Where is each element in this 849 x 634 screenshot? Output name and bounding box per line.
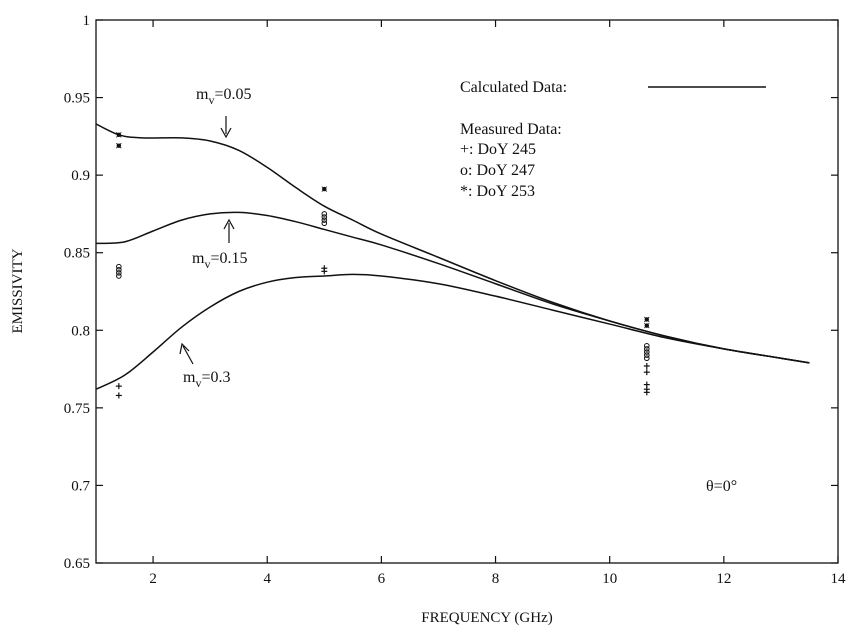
x-tick-label: 14 xyxy=(831,571,847,587)
x-tick-label: 2 xyxy=(149,571,157,587)
legend-measured-title: Measured Data: xyxy=(460,121,562,138)
measured-point-doy247 xyxy=(322,221,327,226)
measured-point-doy245 xyxy=(644,363,650,369)
measured-point-doy245 xyxy=(644,389,650,395)
svg-text:mv=0.3: mv=0.3 xyxy=(183,369,230,390)
svg-text:mv=0.05: mv=0.05 xyxy=(196,86,251,107)
annotation-mv015: mv=0.15 xyxy=(192,220,247,271)
measured-point-doy245 xyxy=(321,268,327,274)
y-axis-label: EMISSIVITY xyxy=(10,248,26,333)
axis-ticks: 2 4 6 8 10 12 14 0.65 0.7 0.75 0.8 0.85 0.9 0.95 1 xyxy=(64,13,846,587)
annotation-mv03: mv=0.3 xyxy=(180,344,230,390)
measured-point-doy253 xyxy=(116,143,121,148)
x-tick-label: 10 xyxy=(602,571,617,587)
legend: Calculated Data: Measured Data: +: DoY 2… xyxy=(460,79,766,200)
y-tick-label: 0.95 xyxy=(64,91,90,107)
y-tick-label: 1 xyxy=(83,13,91,29)
measured-point-doy253 xyxy=(116,132,121,137)
x-tick-label: 12 xyxy=(716,571,731,587)
legend-calculated-label: Calculated Data: xyxy=(460,79,567,96)
measured-point-doy245 xyxy=(116,392,122,398)
y-tick-label: 0.85 xyxy=(64,246,90,262)
measured-point-doy245 xyxy=(644,369,650,375)
calculated-curve-1 xyxy=(96,212,809,363)
y-tick-label: 0.8 xyxy=(71,323,90,339)
arrow-up-right xyxy=(183,346,193,364)
measured-point-doy253 xyxy=(644,317,649,322)
legend-doy253: *: DoY 253 xyxy=(460,183,535,200)
svg-text:mv=0.15: mv=0.15 xyxy=(192,250,247,271)
measured-point-doy245 xyxy=(116,383,122,389)
measured-point-doy247 xyxy=(644,356,649,361)
x-tick-label: 4 xyxy=(263,571,271,587)
angle-note: θ=0° xyxy=(706,478,737,495)
y-tick-label: 0.9 xyxy=(71,168,90,184)
calculated-curve-0 xyxy=(96,124,809,363)
measured-point-doy253 xyxy=(644,323,649,328)
x-tick-label: 6 xyxy=(378,571,386,587)
legend-doy247: o: DoY 247 xyxy=(460,162,535,179)
annotation-mv005: mv=0.05 xyxy=(196,86,251,137)
measured-point-doy247 xyxy=(117,274,122,279)
y-tick-label: 0.65 xyxy=(64,556,90,572)
y-tick-label: 0.75 xyxy=(64,401,90,417)
x-axis-label: FREQUENCY (GHz) xyxy=(421,610,553,626)
legend-doy245: +: DoY 245 xyxy=(460,141,536,158)
y-tick-label: 0.7 xyxy=(71,478,90,494)
measured-point-doy253 xyxy=(322,187,327,192)
x-tick-label: 8 xyxy=(492,571,500,587)
